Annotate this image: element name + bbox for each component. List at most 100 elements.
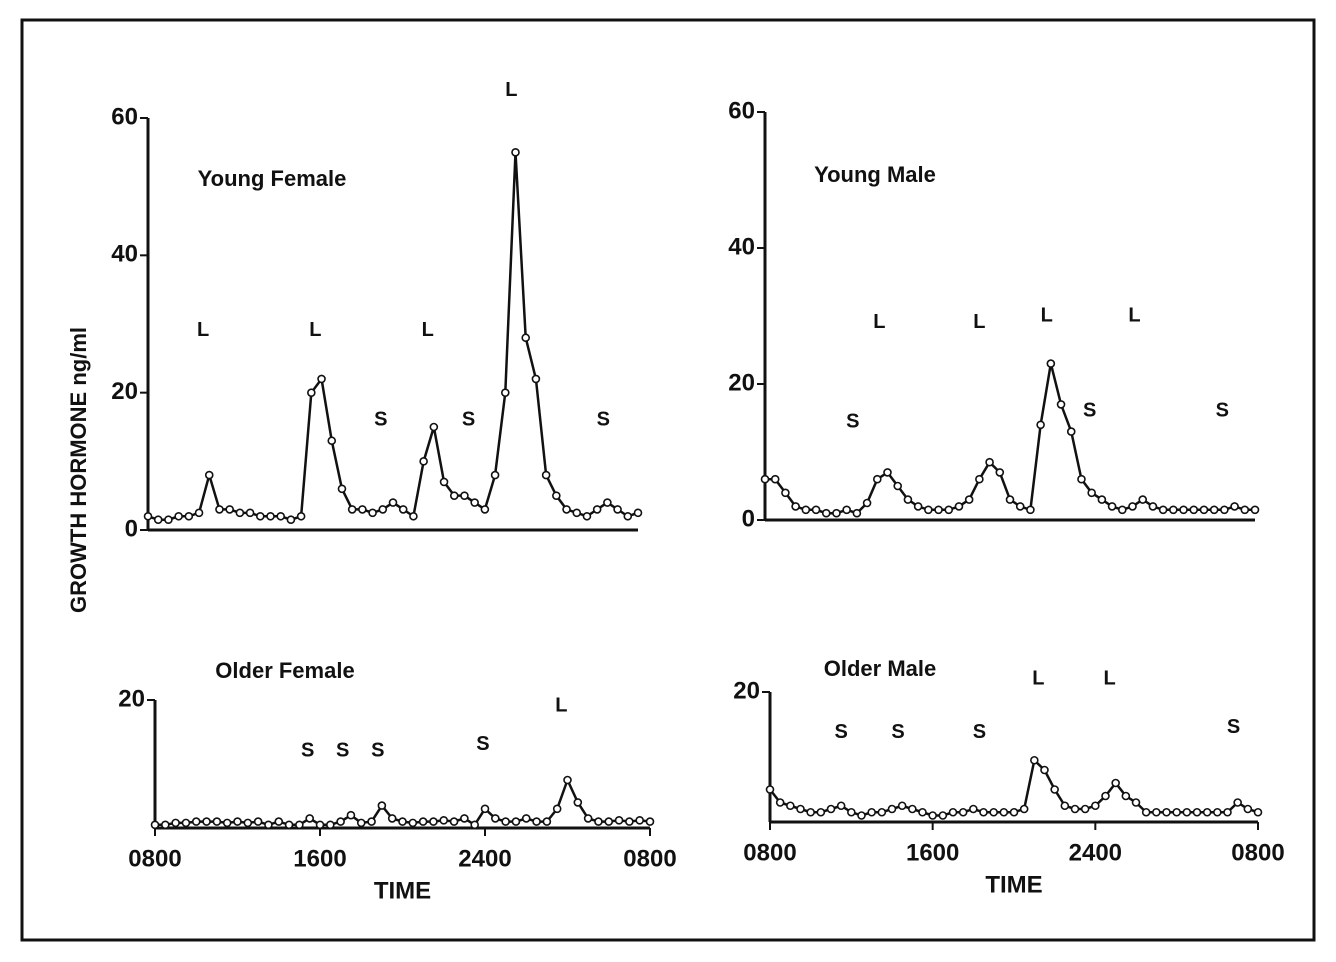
- data-point: [521, 333, 531, 343]
- x-tick-label: 0800: [623, 845, 676, 872]
- data-point: [398, 505, 408, 514]
- annotation: S: [834, 721, 847, 743]
- data-point: [867, 807, 876, 817]
- data-point: [460, 814, 469, 823]
- data-point: [964, 495, 974, 504]
- data-point: [222, 818, 232, 828]
- data-point: [202, 817, 211, 826]
- data-point: [1005, 495, 1015, 504]
- data-point: [1101, 791, 1110, 801]
- panel-title: Young Female: [198, 166, 347, 191]
- data-point: [1230, 502, 1239, 511]
- data-point: [470, 498, 479, 507]
- data-point: [358, 505, 367, 514]
- data-point: [367, 817, 376, 826]
- data-point: [1056, 400, 1066, 409]
- data-point: [1121, 791, 1131, 801]
- data-point: [552, 804, 562, 814]
- annotation: S: [301, 739, 314, 761]
- data-point: [143, 511, 153, 521]
- data-point: [1019, 804, 1029, 814]
- y-tick-label: 0: [742, 505, 755, 532]
- data-point: [1046, 359, 1056, 368]
- y-tick-label: 40: [111, 241, 138, 268]
- annotation: L: [309, 319, 321, 341]
- panel-title: Older Male: [824, 656, 936, 681]
- data-point: [233, 817, 242, 826]
- data-point: [511, 148, 520, 157]
- data-point: [327, 436, 337, 446]
- data-point: [1066, 427, 1076, 436]
- data-point: [317, 374, 326, 384]
- data-point: [1050, 785, 1059, 794]
- data-point: [387, 814, 397, 823]
- data-point: [1169, 505, 1178, 515]
- x-axis-label: TIME: [985, 871, 1042, 898]
- annotation: L: [505, 79, 517, 101]
- x-tick-label: 0800: [743, 839, 796, 866]
- data-point: [1030, 755, 1039, 765]
- data-point: [623, 511, 633, 521]
- data-point: [276, 511, 286, 521]
- data-point: [1097, 495, 1107, 504]
- data-point: [1253, 807, 1263, 817]
- data-point: [760, 474, 770, 484]
- data-point: [583, 814, 593, 823]
- data-point: [1209, 505, 1219, 515]
- data-point: [614, 816, 624, 825]
- data-point: [852, 508, 862, 518]
- data-point: [603, 498, 612, 507]
- data-point: [908, 804, 917, 814]
- data-point: [460, 491, 469, 500]
- annotation: S: [973, 721, 986, 743]
- data-point: [164, 515, 173, 525]
- data-point: [500, 388, 510, 397]
- data-point: [958, 807, 968, 817]
- data-point: [836, 801, 846, 811]
- data-point: [989, 807, 998, 817]
- data-point: [847, 807, 856, 817]
- data-point: [770, 474, 780, 484]
- data-point: [398, 817, 407, 826]
- data-point: [305, 814, 314, 823]
- y-tick-label: 20: [118, 685, 145, 712]
- data-point: [542, 817, 552, 826]
- annotation: L: [1032, 667, 1044, 689]
- data-point: [893, 481, 903, 491]
- data-point: [918, 807, 927, 817]
- data-point: [796, 804, 805, 814]
- data-point: [1009, 807, 1019, 817]
- data-point: [1213, 807, 1222, 817]
- data-point: [1077, 474, 1086, 484]
- annotation: L: [873, 311, 885, 333]
- data-point: [938, 811, 948, 820]
- data-point: [171, 818, 180, 828]
- data-point: [1202, 807, 1212, 817]
- data-point: [635, 816, 644, 825]
- data-point: [191, 817, 201, 826]
- data-point: [975, 474, 984, 484]
- data-point: [801, 505, 811, 515]
- data-point: [1243, 804, 1253, 814]
- data-point: [491, 814, 500, 823]
- data-point: [274, 817, 284, 826]
- data-point: [862, 498, 872, 508]
- series-line: [147, 152, 639, 522]
- data-point: [295, 820, 304, 830]
- data-point: [204, 470, 214, 480]
- annotation: S: [1227, 716, 1240, 738]
- data-point: [1070, 804, 1080, 814]
- data-point: [1111, 778, 1120, 788]
- data-point: [541, 470, 551, 480]
- y-tick-label: 0: [125, 515, 138, 542]
- data-point: [786, 801, 795, 811]
- annotation: S: [336, 739, 349, 761]
- data-point: [266, 511, 275, 521]
- x-axis-label: TIME: [374, 877, 431, 904]
- data-point: [1107, 502, 1117, 511]
- data-point: [954, 502, 964, 511]
- data-point: [625, 817, 634, 826]
- data-point: [985, 457, 994, 467]
- data-point: [181, 818, 191, 828]
- data-point: [235, 508, 245, 518]
